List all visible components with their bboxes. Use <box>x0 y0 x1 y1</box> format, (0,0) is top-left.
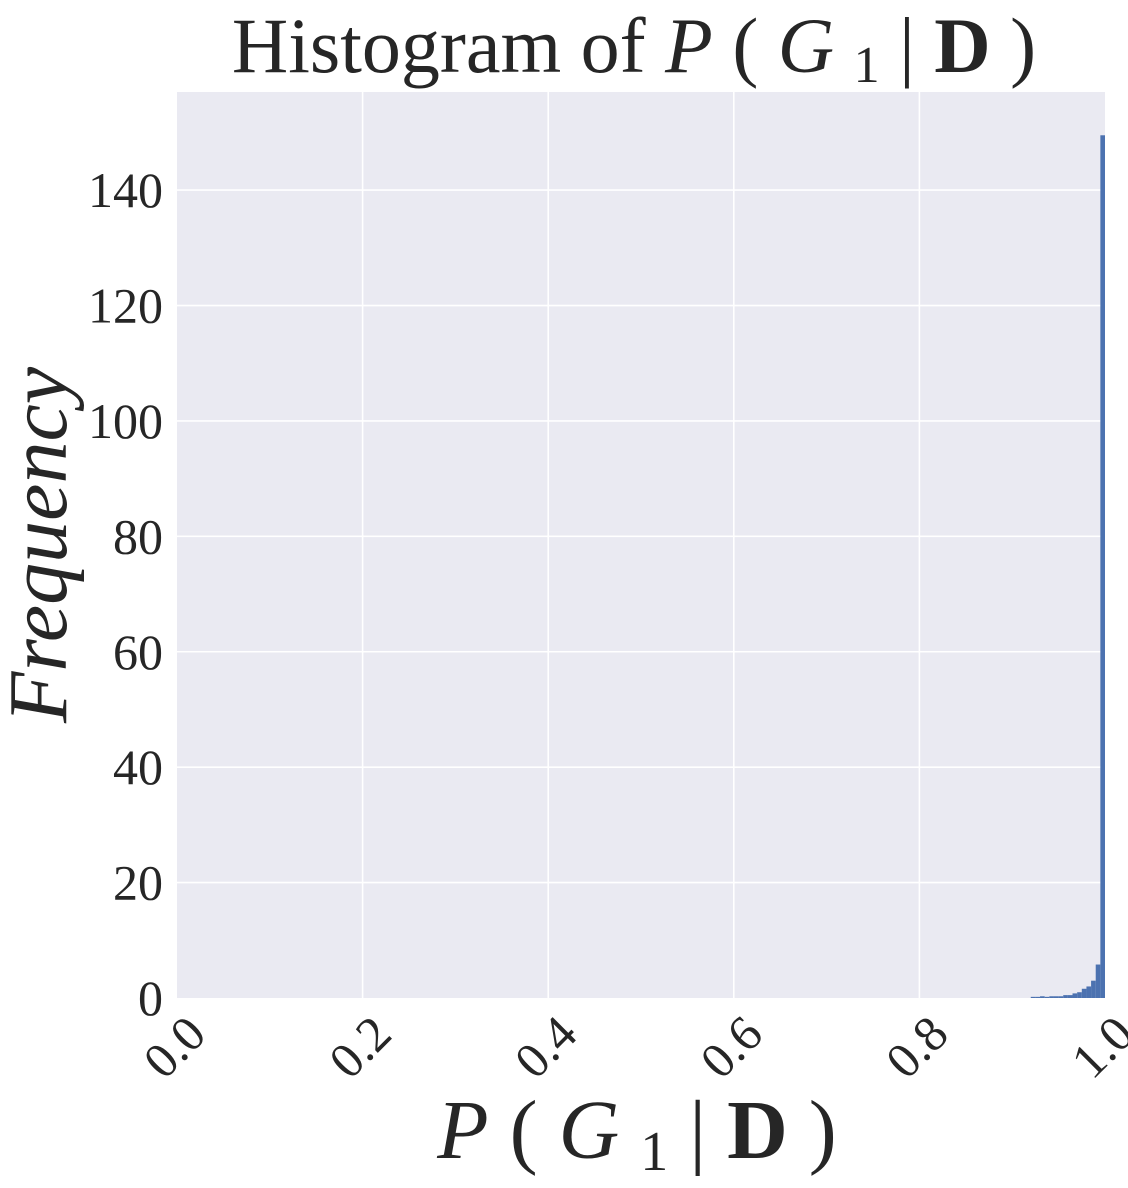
histogram-bar-0 <box>1030 996 1036 998</box>
histogram-bars <box>1030 135 1105 998</box>
chart-title-open-paren: ( <box>732 2 758 89</box>
histogram-bar-3 <box>1044 996 1050 998</box>
y-tick-label-0: 0 <box>138 970 163 1026</box>
chart-title-subscript: 1 <box>854 37 880 94</box>
histogram-bar-5 <box>1053 996 1059 998</box>
x-tick-label-2: 0.4 <box>504 1005 588 1089</box>
x-tick-label-3: 0.6 <box>689 1005 773 1089</box>
chart-title: Histogram of P ( G 1 | D ) <box>232 2 1036 99</box>
x-tick-label-5: 1.0 <box>1060 1005 1128 1089</box>
histogram-bar-1 <box>1035 996 1041 998</box>
y-tick-label-4: 80 <box>113 508 163 564</box>
y-tick-label-7: 140 <box>88 162 163 218</box>
histogram-bar-11 <box>1081 988 1087 998</box>
chart-title-bar: | <box>899 2 915 89</box>
y-tick-label-1: 20 <box>113 855 163 911</box>
histogram-bar-6 <box>1058 996 1064 998</box>
chart-title-close-paren: ) <box>1010 2 1036 89</box>
y-axis-label: Frequency <box>0 366 85 724</box>
y-tick-label-2: 40 <box>113 739 163 795</box>
histogram-bar-10 <box>1077 992 1082 998</box>
histogram-bar-7 <box>1063 995 1068 998</box>
y-tick-label-5: 100 <box>88 393 163 449</box>
histogram-bar-2 <box>1040 996 1045 998</box>
x-tick-label-4: 0.8 <box>875 1005 959 1089</box>
histogram-bar-9 <box>1072 993 1078 998</box>
y-tick-label-3: 60 <box>113 624 163 680</box>
y-tick-label-6: 120 <box>88 278 163 334</box>
y-gridlines <box>177 189 1105 884</box>
histogram-bar-15 <box>1100 135 1105 998</box>
chart-title-d: D <box>934 2 990 89</box>
x-gridlines <box>361 92 921 998</box>
x-axis-label: P ( G 1 | D ) <box>436 1084 836 1188</box>
x-label-subscript: 1 <box>640 1121 668 1183</box>
histogram-bar-8 <box>1067 995 1073 998</box>
x-label-d: D <box>727 1084 788 1177</box>
plot-area <box>177 92 1105 998</box>
x-label-close-paren: ) <box>809 1084 837 1177</box>
histogram-bar-12 <box>1086 986 1092 998</box>
chart-title-prefix: Histogram of <box>232 2 665 89</box>
chart-title-p: P <box>664 2 713 89</box>
x-tick-label-1: 0.2 <box>318 1005 402 1089</box>
histogram-bar-14 <box>1095 964 1101 998</box>
x-label-g: G <box>559 1084 620 1177</box>
x-label-p: P <box>436 1084 488 1177</box>
x-label-bar: | <box>689 1084 706 1177</box>
chart-title-g: G <box>778 2 834 89</box>
histogram-bar-4 <box>1049 996 1054 998</box>
histogram-bar-13 <box>1091 980 1096 998</box>
x-tick-labels: 0.0 0.2 0.4 0.6 0.8 1.0 <box>132 1005 1128 1089</box>
x-label-open-paren: ( <box>510 1084 538 1177</box>
y-tick-labels: 0 20 40 60 80 100 120 140 <box>88 162 163 1026</box>
